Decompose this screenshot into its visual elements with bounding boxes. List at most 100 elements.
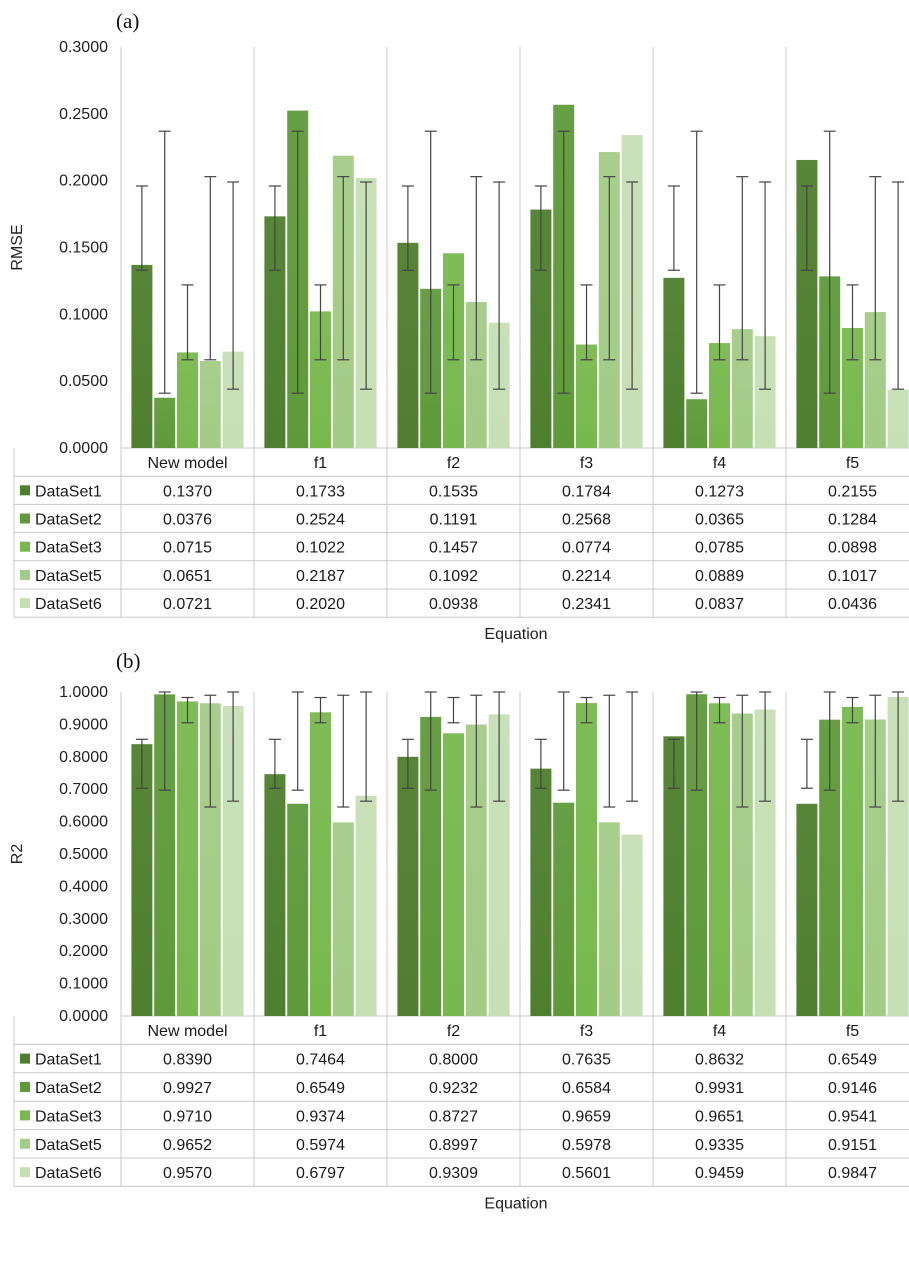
- x-tick-label: f2: [447, 1023, 460, 1040]
- y-tick-label: 0.2500: [59, 106, 108, 123]
- bar-dataset1-3: [397, 756, 419, 1016]
- bar-dataset6-4: [621, 834, 643, 1016]
- bar-dataset2-5: [686, 399, 708, 448]
- table-cell: 0.9931: [695, 1080, 744, 1097]
- bar-dataset5-6: [864, 312, 886, 448]
- y-tick-label: 0.1000: [59, 976, 108, 993]
- legend-label: DataSet3: [35, 540, 102, 557]
- table-cell: 0.5974: [296, 1137, 345, 1154]
- bar-dataset3-4: [576, 703, 597, 1016]
- legend-swatch-dataset1: [20, 1053, 30, 1064]
- y-tick-label: 0.7000: [59, 781, 108, 798]
- table-cell: 0.1733: [296, 483, 345, 500]
- bar-dataset6-5: [754, 709, 776, 1016]
- table-cell: 0.0715: [163, 540, 212, 557]
- x-tick-label: f5: [846, 455, 859, 472]
- legend-swatch-dataset3: [20, 1110, 30, 1121]
- legend-swatch-dataset2: [20, 1082, 30, 1092]
- legend-label: DataSet1: [35, 483, 102, 500]
- table-cell: 0.2020: [296, 596, 345, 613]
- table-cell: 0.9374: [296, 1108, 345, 1125]
- bar-dataset6-2: [355, 795, 377, 1016]
- chart-panel-b: (b) R2 0.0000 0.1000 0.2000 0.3000 0.4000 0.500…: [9, 649, 909, 1212]
- table-cell: 0.9541: [828, 1108, 877, 1125]
- table-cell: 0.9151: [828, 1137, 877, 1154]
- legend-swatch-dataset1: [20, 485, 30, 496]
- bar-dataset3-5: [709, 343, 730, 448]
- table-cell: 0.9335: [695, 1137, 744, 1154]
- legend-swatch-dataset6: [20, 598, 30, 609]
- table-cell: 0.1191: [430, 512, 478, 529]
- table-cell: 0.0898: [828, 540, 877, 557]
- bar-dataset5-6: [864, 719, 886, 1016]
- bar-dataset5-1: [199, 360, 221, 448]
- legend-label: DataSet6: [35, 596, 102, 613]
- table-cell: 0.0938: [429, 596, 478, 613]
- legend-label: DataSet3: [35, 1108, 102, 1125]
- legend-label: DataSet5: [35, 1137, 102, 1154]
- table-cell: 0.8727: [429, 1108, 478, 1125]
- legend-swatch-dataset6: [20, 1167, 30, 1178]
- table-cell: 0.1017: [828, 568, 877, 585]
- bar-dataset6-6: [887, 389, 909, 448]
- table-cell: 0.8632: [695, 1052, 744, 1069]
- y-tick-label: 0.2000: [59, 943, 108, 960]
- table-cell: 0.2214: [562, 568, 611, 585]
- bar-dataset1-2: [264, 216, 286, 448]
- legend-label: DataSet2: [35, 512, 102, 529]
- bar-dataset1-2: [264, 774, 286, 1016]
- y-tick-label: 0.9000: [59, 716, 108, 733]
- panel-label: (b): [116, 649, 141, 673]
- table-cell: 0.8000: [429, 1052, 478, 1069]
- table-cell: 0.0889: [695, 568, 744, 585]
- table-cell: 0.9651: [695, 1108, 744, 1125]
- y-tick-label: 0.8000: [59, 749, 108, 766]
- y-tick-label: 1.0000: [59, 684, 108, 701]
- bar-dataset3-6: [842, 706, 863, 1016]
- bar-dataset2-3: [420, 716, 442, 1016]
- table-cell: 0.0774: [562, 540, 611, 557]
- y-tick-label: 0.1000: [59, 306, 108, 323]
- y-tick-label: 0.6000: [59, 814, 108, 831]
- legend-label: DataSet5: [35, 568, 102, 585]
- table-cell: 0.1022: [296, 540, 345, 557]
- table-cell: 0.8390: [163, 1052, 212, 1069]
- y-tick-label: 0.2000: [59, 173, 108, 190]
- table-cell: 0.9146: [828, 1080, 877, 1097]
- legend-label: DataSet6: [35, 1165, 102, 1182]
- bar-dataset5-2: [332, 822, 354, 1016]
- bar-dataset6-5: [754, 336, 776, 448]
- table-cell: 0.1784: [562, 483, 611, 500]
- bar-dataset2-6: [819, 719, 841, 1016]
- bar-dataset5-1: [199, 703, 221, 1016]
- bar-dataset2-1: [154, 397, 176, 448]
- legend-swatch-dataset5: [20, 1138, 30, 1149]
- table-cell: 0.9659: [562, 1108, 611, 1125]
- x-tick-label: f4: [713, 1023, 726, 1040]
- table-cell: 0.6584: [562, 1080, 611, 1097]
- bar-dataset3-6: [842, 327, 863, 448]
- y-tick-label: 0.4000: [59, 878, 108, 895]
- x-tick-label: f2: [447, 455, 460, 472]
- table-cell: 0.8997: [429, 1137, 478, 1154]
- table-cell: 0.0651: [163, 568, 212, 585]
- bar-dataset1-6: [796, 159, 818, 448]
- bar-dataset5-3: [465, 724, 487, 1016]
- y-tick-label: 0.3000: [59, 39, 108, 56]
- bar-dataset1-5: [663, 277, 685, 448]
- table-cell: 0.2568: [562, 512, 611, 529]
- table-cell: 0.2524: [296, 512, 345, 529]
- bar-dataset1-1: [131, 744, 153, 1016]
- y-axis-title: R2: [9, 844, 26, 865]
- bar-dataset1-6: [796, 803, 818, 1016]
- bar-dataset3-3: [443, 733, 464, 1016]
- table-cell: 0.9309: [429, 1165, 478, 1182]
- table-cell: 0.0721: [163, 596, 212, 613]
- table-cell: 0.1092: [429, 568, 478, 585]
- table-cell: 0.2187: [296, 568, 345, 585]
- bar-dataset3-5: [709, 703, 730, 1016]
- table-cell: 0.9847: [828, 1165, 877, 1182]
- table-cell: 0.7464: [296, 1052, 345, 1069]
- table-cell: 0.9710: [163, 1108, 212, 1125]
